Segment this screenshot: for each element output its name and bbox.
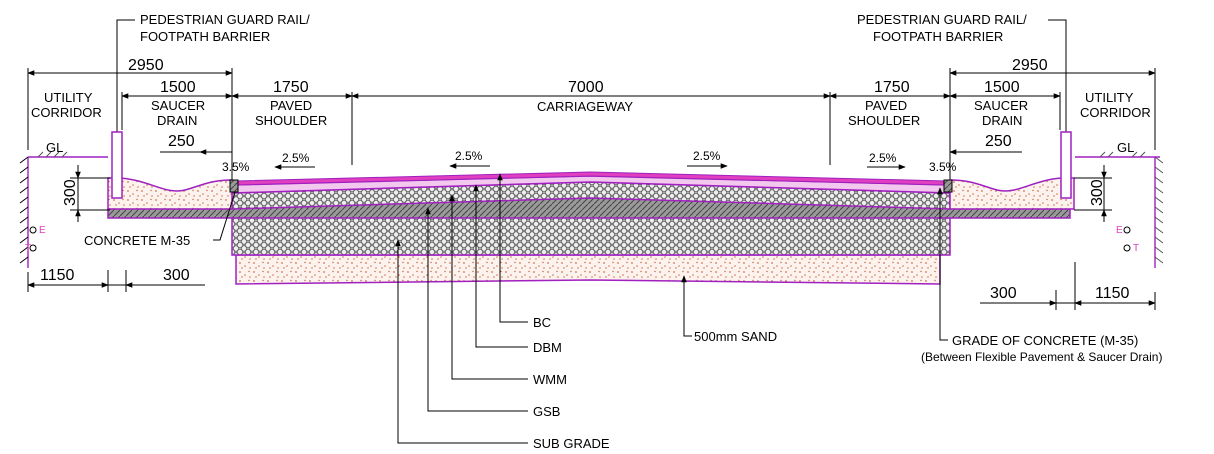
guard-rail-right-label-1: PEDESTRIAN GUARD RAIL/ [857, 12, 1027, 27]
slope-right-carriageway: 2.5% [693, 149, 721, 163]
grade-concrete-label-1: GRADE OF CONCRETE (M-35) [952, 333, 1138, 348]
utility-left-label-2: CORRIDOR [31, 105, 102, 120]
callout-sand [681, 275, 692, 337]
sand-label: 500mm SAND [694, 329, 777, 344]
utility-lines-right [1123, 226, 1131, 252]
gl-right: GL [1117, 140, 1134, 155]
callout-dbm [473, 184, 528, 348]
sand-layer [235, 254, 941, 285]
paved-right-label-2: SHOULDER [848, 113, 920, 128]
slope-right-shoulder-steep: 3.5% [929, 160, 957, 174]
callout-gsb [425, 207, 528, 412]
guard-rail-right-label-2: FOOTPATH BARRIER [873, 29, 1003, 44]
dim-right-250: 250 [985, 133, 1012, 150]
guard-rail-left-label-1: PEDESTRIAN GUARD RAIL/ [140, 12, 310, 27]
callout-grade-concrete [937, 187, 948, 341]
saucer-drain-left [107, 177, 233, 210]
utility-t-right: T [1133, 243, 1139, 254]
dim-left-paved: 1750 [273, 79, 309, 96]
bottom-dims-right [980, 262, 1156, 310]
saucer-drain-right [949, 177, 1075, 210]
dim-left-depth: 300 [62, 179, 79, 206]
top-dimensions [27, 68, 1156, 182]
concrete-block-right [943, 179, 953, 193]
utility-t-left: T [25, 243, 31, 254]
bottom-dims-left [27, 270, 205, 292]
utility-right-label-2: CORRIDOR [1080, 105, 1151, 120]
dim-left-utility: 1150 [40, 267, 75, 284]
saucer-right-label-1: SAUCER [974, 98, 1028, 113]
concrete-m35-label: CONCRETE M-35 [84, 233, 190, 248]
callout-concrete-left [213, 191, 236, 241]
paved-left-label-1: PAVED [270, 98, 312, 113]
concrete-block-left [229, 179, 239, 193]
dim-right-utility: 1150 [1095, 285, 1130, 302]
dim-left-total: 2950 [128, 57, 164, 74]
saucer-left-label-2: DRAIN [157, 113, 197, 128]
gl-left: GL [46, 140, 63, 155]
depth-dim-left [70, 165, 110, 222]
slope-right-shoulder: 2.5% [869, 151, 897, 165]
utility-left-label-1: UTILITY [44, 90, 93, 105]
utility-lines-left [29, 226, 37, 252]
dim-right-paved: 1750 [874, 79, 910, 96]
guard-rail-post-right [1060, 131, 1072, 199]
gsb-label: GSB [533, 404, 560, 419]
depth-dim-right [1074, 165, 1112, 222]
dim-right-300: 300 [990, 285, 1017, 302]
dim-right-depth: 300 [1089, 179, 1106, 206]
guard-rail-left-label-2: FOOTPATH BARRIER [140, 29, 270, 44]
saucer-left-label-1: SAUCER [151, 98, 205, 113]
guard-rail-post-left [111, 131, 123, 199]
slope-left-carriageway: 2.5% [455, 149, 483, 163]
callout-bc [497, 173, 528, 323]
dim-left-saucer: 1500 [160, 79, 196, 96]
slope-left-shoulder-steep: 3.5% [222, 160, 250, 174]
guard-rail-left-leader [116, 19, 135, 132]
dbm-label: DBM [533, 340, 562, 355]
dim-left-300: 300 [163, 267, 190, 284]
dim-left-250: 250 [168, 133, 195, 150]
dim-right-saucer: 1500 [984, 79, 1020, 96]
utility-e-left: E [39, 225, 46, 236]
grade-concrete-label-2: (Between Flexible Pavement & Saucer Drai… [921, 350, 1162, 364]
carriageway-label: CARRIAGEWAY [537, 99, 633, 114]
paved-right-label-1: PAVED [865, 98, 907, 113]
sub-grade-label: SUB GRADE [533, 436, 610, 451]
dim-carriageway: 7000 [568, 79, 604, 96]
ground-left [19, 151, 108, 268]
ground-right [1075, 151, 1164, 268]
dim-right-total: 2950 [1012, 57, 1048, 74]
callout-sub-grade [395, 239, 528, 444]
saucer-right-label-2: DRAIN [982, 113, 1022, 128]
utility-right-label-1: UTILITY [1085, 90, 1134, 105]
utility-e-right: E [1116, 225, 1123, 236]
wmm-label: WMM [533, 372, 567, 387]
callout-wmm [449, 194, 528, 380]
bc-label: BC [533, 315, 551, 330]
slope-left-shoulder: 2.5% [282, 151, 310, 165]
paved-left-label-2: SHOULDER [255, 113, 327, 128]
guard-rail-right-leader [1048, 19, 1067, 132]
